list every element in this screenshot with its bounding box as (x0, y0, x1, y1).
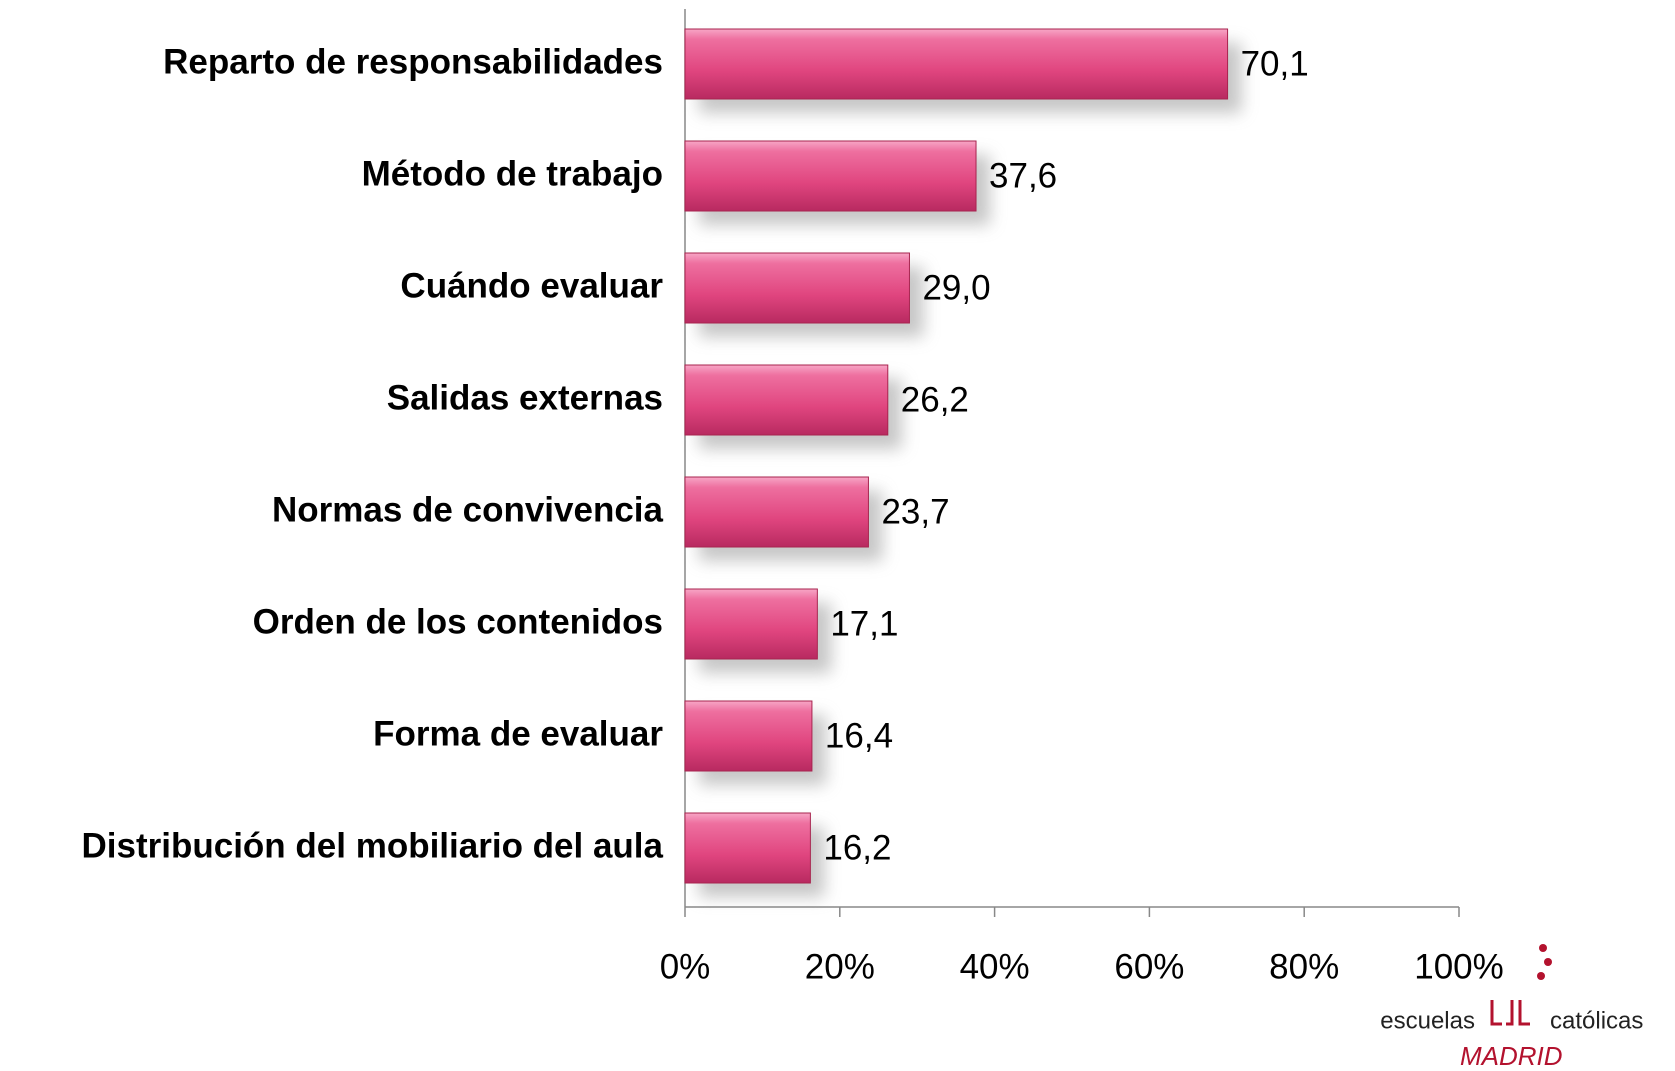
value-label: 16,2 (823, 828, 891, 867)
bar (684, 252, 910, 324)
y-tick-label: Normas de convivencia (272, 490, 664, 529)
value-label: 70,1 (1241, 44, 1309, 83)
bar (684, 28, 1229, 100)
value-label: 16,4 (825, 716, 893, 755)
bar (684, 476, 869, 548)
value-label: 23,7 (881, 492, 949, 531)
logo-text: escuelas (1380, 1007, 1475, 1034)
y-tick-label: Cuándo evaluar (400, 266, 663, 305)
value-label: 29,0 (922, 268, 990, 307)
bar (684, 364, 889, 436)
logo-dot (1539, 944, 1547, 952)
logo-icon (1490, 1000, 1530, 1026)
logo-text: católicas (1550, 1007, 1643, 1034)
x-tick-label: 0% (660, 947, 711, 986)
x-tick-label: 20% (805, 947, 875, 986)
bar (684, 140, 977, 212)
value-label: 17,1 (830, 604, 898, 643)
bar (684, 700, 813, 772)
logo-dot (1537, 972, 1545, 980)
bar (684, 812, 811, 884)
bar (684, 588, 818, 660)
y-tick-label: Método de trabajo (362, 154, 663, 193)
y-tick-label: Distribución del mobiliario del aula (82, 826, 664, 865)
logo-dot (1544, 958, 1552, 966)
y-tick-label: Reparto de responsabilidades (163, 42, 663, 81)
value-label: 37,6 (989, 156, 1057, 195)
y-tick-label: Salidas externas (387, 378, 663, 417)
x-tick-label: 60% (1114, 947, 1184, 986)
x-tick-label: 40% (960, 947, 1030, 986)
x-tick-label: 80% (1269, 947, 1339, 986)
logo: escuelas católicas MADRID (1380, 944, 1643, 1071)
logo-text: MADRID (1460, 1041, 1563, 1071)
y-tick-label: Forma de evaluar (373, 714, 663, 753)
value-label: 26,2 (901, 380, 969, 419)
x-tick-label: 100% (1414, 947, 1504, 986)
y-tick-label: Orden de los contenidos (253, 602, 663, 641)
